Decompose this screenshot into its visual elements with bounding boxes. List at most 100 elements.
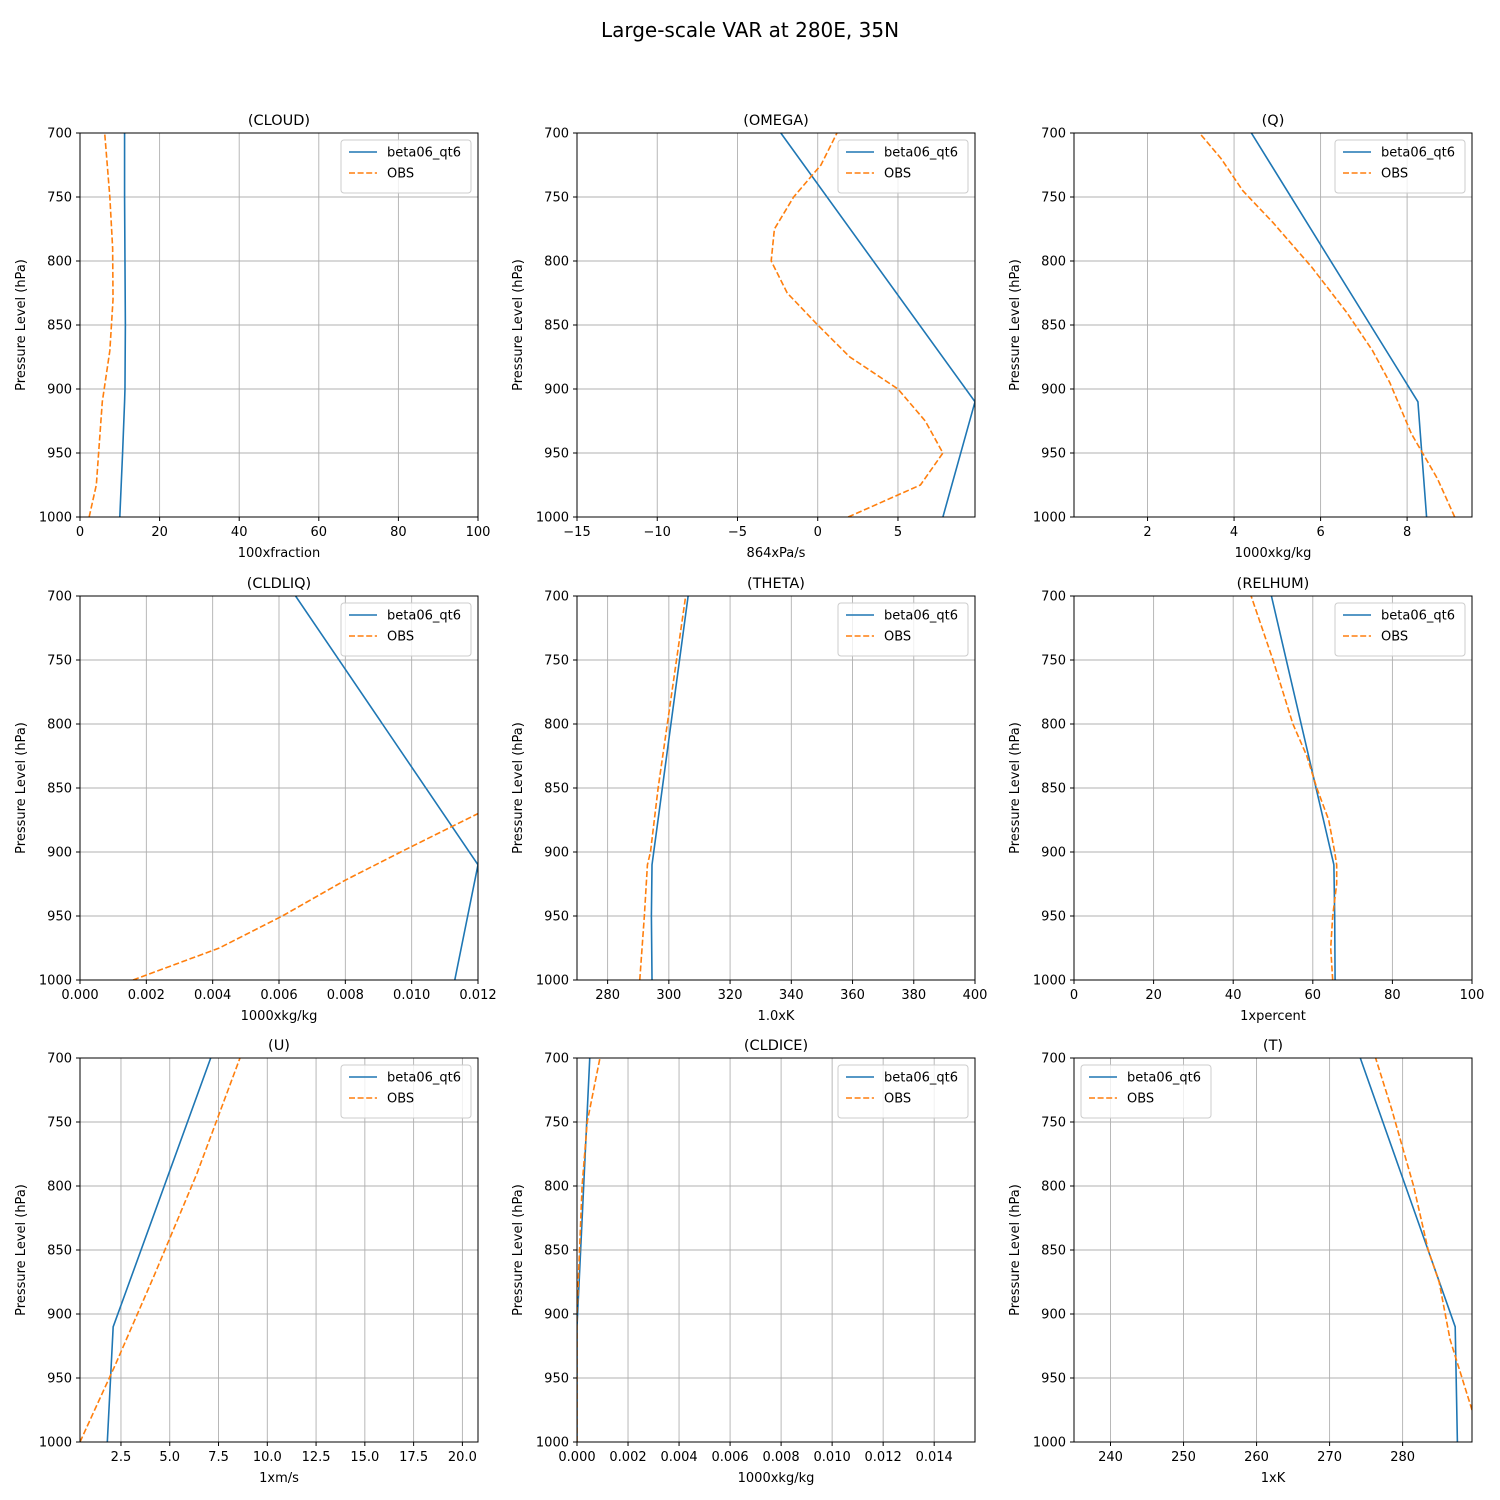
legend-box (1334, 602, 1466, 657)
model-line (1270, 596, 1336, 980)
x-tick-label: 280 (1390, 1450, 1415, 1465)
y-tick-label: 1000 (39, 1436, 72, 1451)
x-tick-label: 0.008 (327, 988, 364, 1003)
y-tick-label: 900 (47, 383, 72, 398)
panel-title: (Q) (1262, 113, 1285, 129)
x-tick-label: 0 (76, 525, 84, 540)
legend-label: beta06_qt6 (387, 1071, 461, 1086)
panel-0: 0 20 40 60 80 100 700 750 800 850 900 950 1000 (CLOUD… (14, 113, 490, 561)
legend-box (340, 139, 472, 194)
y-tick-label: 950 (544, 447, 569, 462)
y-tick-label: 1000 (536, 511, 569, 526)
x-tick-label: 280 (595, 988, 620, 1003)
x-tick-label: 380 (901, 988, 926, 1003)
x-tick-label: 15.0 (350, 1450, 379, 1465)
legend-label: beta06_qt6 (1127, 1071, 1201, 1086)
legend: beta06_qt6 OBS (1080, 1064, 1212, 1119)
x-tick-label: 2 (1143, 525, 1151, 540)
x-tick-label: 20 (1145, 988, 1162, 1003)
x-tick-label: 0.006 (260, 988, 297, 1003)
y-tick-label: 700 (47, 127, 72, 142)
y-tick-label: 950 (47, 1372, 72, 1387)
panel-8: 240 250 260 270 280 700 750 800 850 900 950 1000 (T)… (1008, 1038, 1473, 1486)
y-tick-label: 800 (544, 255, 569, 270)
y-tick-label: 850 (47, 1244, 72, 1259)
y-tick-label: 950 (544, 1372, 569, 1387)
y-tick-label: 900 (544, 383, 569, 398)
x-tick-label: 60 (311, 525, 328, 540)
x-axis-label: 1.0xK (758, 1009, 795, 1024)
y-axis-label: Pressure Level (hPa) (14, 1184, 29, 1316)
x-tick-label: 250 (1171, 1450, 1196, 1465)
y-tick-label: 1000 (39, 511, 72, 526)
legend-label: beta06_qt6 (884, 1071, 958, 1086)
y-tick-label: 700 (47, 590, 72, 605)
y-tick-label: 900 (1041, 1308, 1066, 1323)
x-tick-label: 270 (1317, 1450, 1342, 1465)
x-tick-label: 0.002 (609, 1450, 646, 1465)
x-tick-label: −10 (644, 525, 671, 540)
legend-label: beta06_qt6 (387, 146, 461, 161)
legend-box (340, 602, 472, 657)
y-axis-label: Pressure Level (hPa) (14, 259, 29, 391)
legend-label: OBS (1127, 1092, 1154, 1107)
y-tick-label: 850 (1041, 782, 1066, 797)
panels: 0 20 40 60 80 1007007508008509009501000(CLOUD… (14, 113, 1484, 1486)
x-axis-label: 1000xkg/kg (1235, 546, 1312, 561)
y-tick-label: 900 (1041, 846, 1066, 861)
y-tick-label: 750 (1041, 1116, 1066, 1131)
x-axis-label: 1000xkg/kg (241, 1009, 318, 1024)
x-tick-label: 0.000 (558, 1450, 595, 1465)
legend-label: OBS (387, 630, 414, 645)
y-tick-label: 700 (1041, 590, 1066, 605)
y-tick-label: 850 (544, 782, 569, 797)
legend-label: OBS (387, 167, 414, 182)
y-tick-label: 850 (544, 319, 569, 334)
legend-box (1080, 1064, 1212, 1119)
y-tick-label: 750 (1041, 191, 1066, 206)
legend: beta06_qt6 OBS (837, 139, 969, 194)
panel-2: 2 4 6 8 700 750 800 850 900 950 1000 (Q) 1000xkg/kg P… (1008, 113, 1473, 561)
y-tick-label: 900 (544, 1308, 569, 1323)
x-tick-label: 0.002 (128, 988, 165, 1003)
x-tick-label: 240 (1098, 1450, 1123, 1465)
panel-4: 280 300 320 340 360 380 400 700 750 800 850 900 950 1… (511, 576, 987, 1024)
x-tick-label: 0.012 (865, 1450, 902, 1465)
y-tick-label: 700 (47, 1052, 72, 1067)
y-tick-label: 800 (47, 1180, 72, 1195)
legend-label: beta06_qt6 (884, 146, 958, 161)
x-tick-label: 2.5 (111, 1450, 132, 1465)
y-tick-label: 1000 (1033, 511, 1066, 526)
legend-box (340, 1064, 472, 1119)
y-tick-label: 800 (544, 1180, 569, 1195)
panel-title: (RELHUM) (1237, 576, 1310, 592)
y-tick-label: 850 (544, 1244, 569, 1259)
model-line (294, 596, 478, 980)
panel-7: 0.000 0.002 0.004 0.006 0.008 0.010 0.012 0.014… (511, 1038, 976, 1486)
legend-box (1334, 139, 1466, 194)
y-axis-label: Pressure Level (hPa) (511, 259, 526, 391)
x-tick-label: 0.012 (459, 988, 496, 1003)
x-axis-label: 1xpercent (1240, 1009, 1306, 1024)
x-tick-label: 360 (840, 988, 865, 1003)
y-axis-label: Pressure Level (hPa) (14, 722, 29, 854)
y-tick-label: 800 (47, 255, 72, 270)
y-tick-label: 850 (1041, 319, 1066, 334)
figure-title: Large-scale VAR at 280E, 35N (601, 18, 899, 42)
legend-box (837, 1064, 969, 1119)
panel-3: 0.000 0.002 0.004 0.006 0.008 0.010 0.012 700 75… (14, 576, 497, 1024)
obs-line (80, 1058, 241, 1442)
y-axis-label: Pressure Level (hPa) (511, 1184, 526, 1316)
y-tick-label: 750 (544, 191, 569, 206)
y-tick-label: 1000 (39, 974, 72, 989)
y-tick-label: 900 (47, 1308, 72, 1323)
y-tick-label: 1000 (1033, 1436, 1066, 1451)
legend-label: beta06_qt6 (884, 609, 958, 624)
legend-label: beta06_qt6 (1381, 146, 1455, 161)
y-tick-label: 750 (544, 1116, 569, 1131)
y-axis-label: Pressure Level (hPa) (1008, 722, 1023, 854)
legend-label: OBS (884, 1092, 911, 1107)
panel-title: (THETA) (747, 576, 805, 592)
panel-1: −15 −10 −5 0 5 700 750 800 850 900 950 1000 (OMEGA) 8… (511, 113, 976, 561)
model-line (780, 133, 975, 517)
